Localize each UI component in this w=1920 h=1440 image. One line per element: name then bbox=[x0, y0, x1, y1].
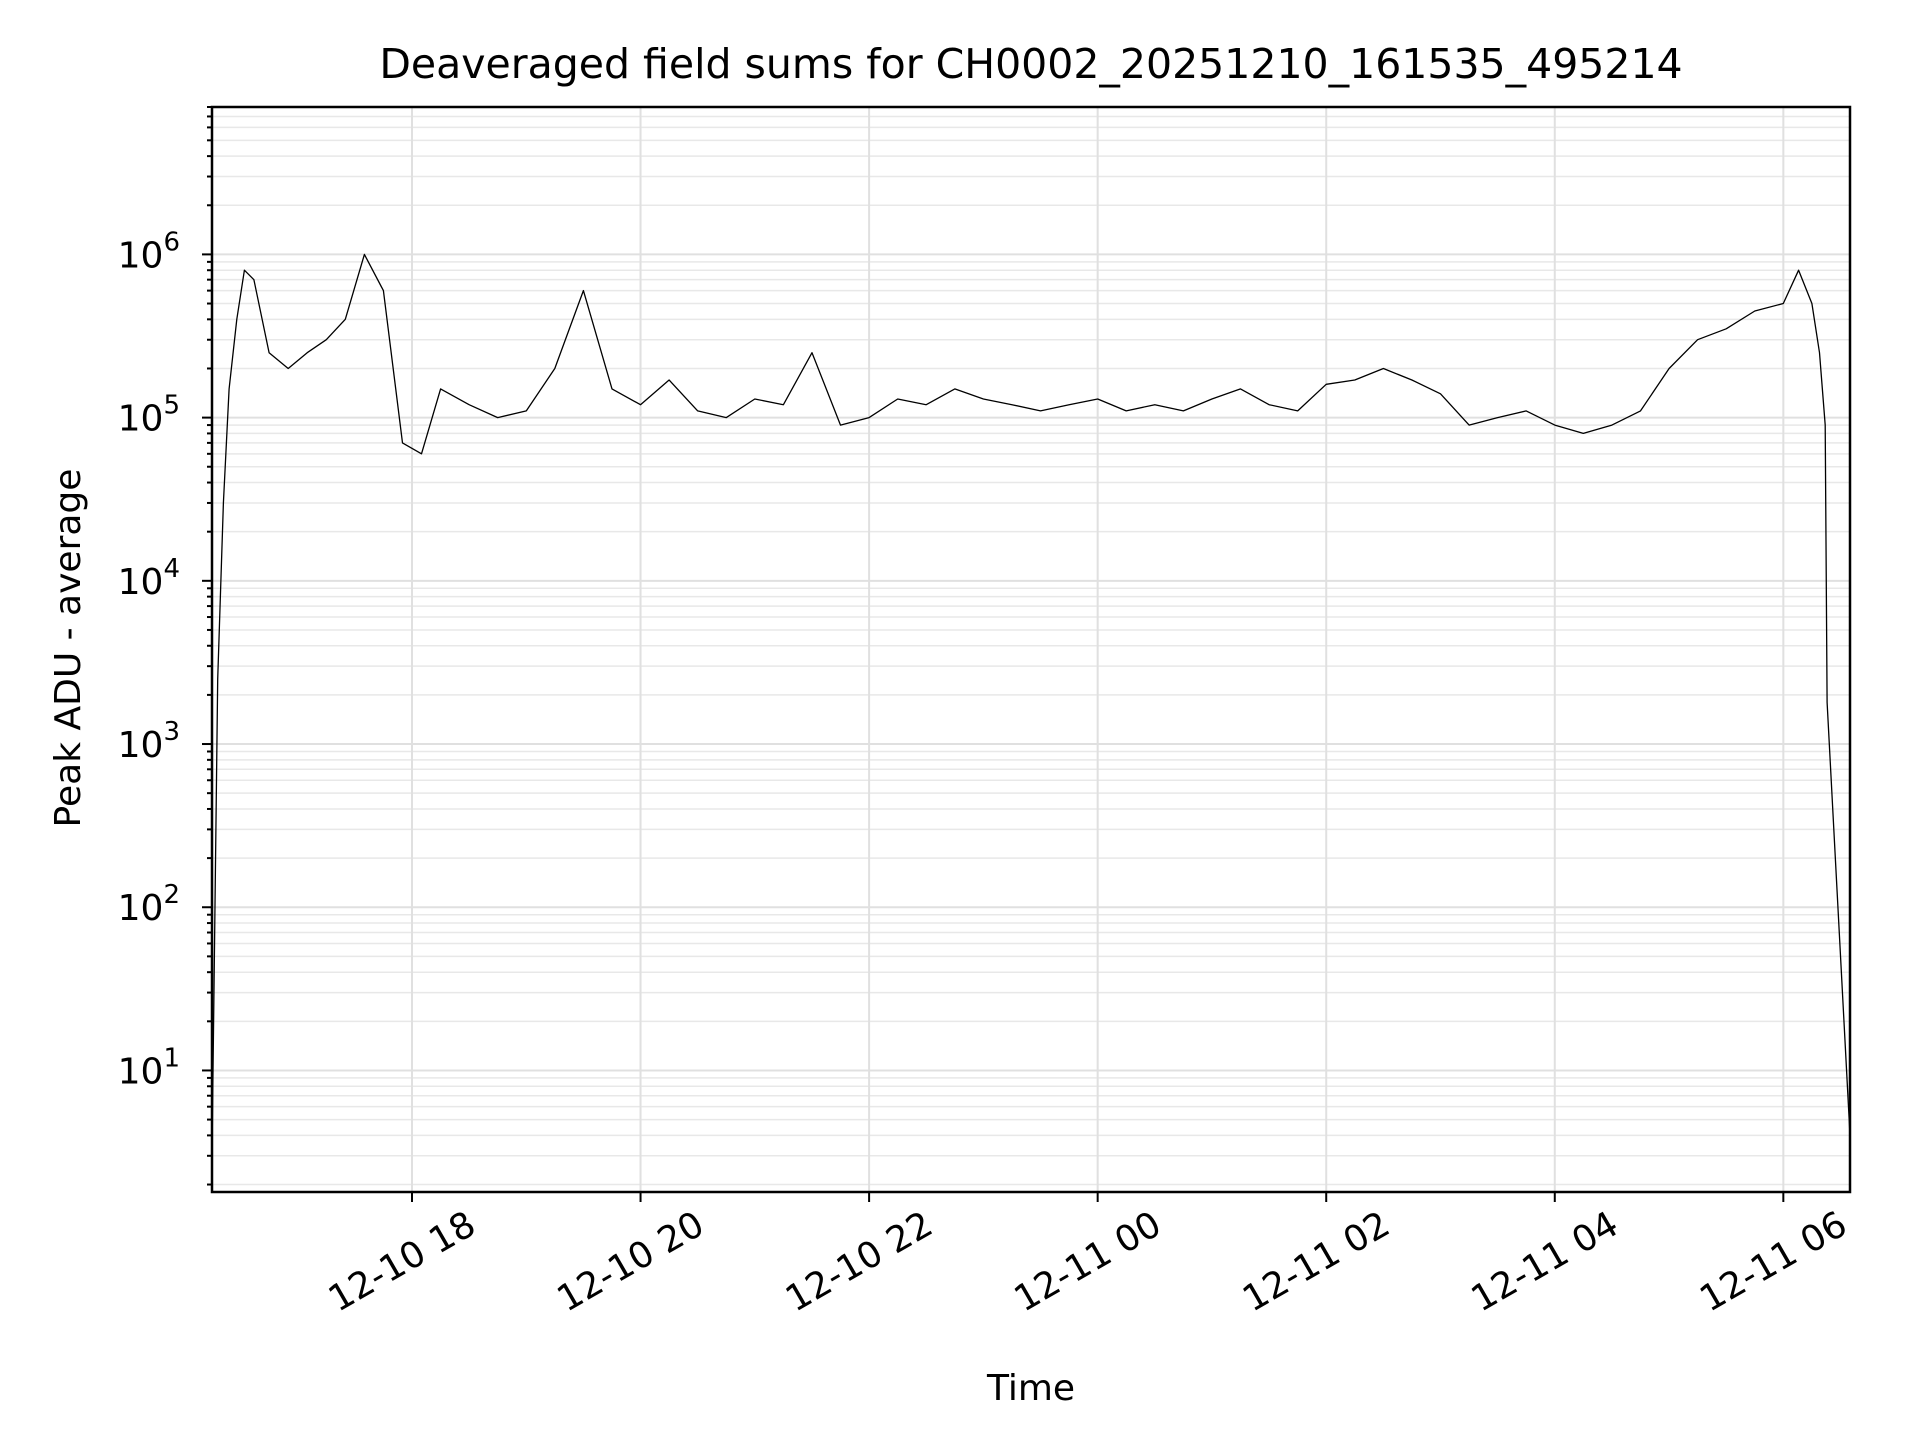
y-tick-label: 102 bbox=[118, 880, 180, 929]
x-tick-label: 12-11 02 bbox=[1236, 1204, 1397, 1320]
x-axis: 12-10 18 12-10 20 12-10 22 12-11 00 12-11 02… bbox=[322, 1192, 1854, 1320]
x-tick-label: 12-11 04 bbox=[1465, 1204, 1626, 1320]
x-tick-label: 12-10 20 bbox=[550, 1204, 711, 1320]
grid bbox=[212, 106, 1850, 1192]
y-tick-label: 104 bbox=[118, 554, 180, 603]
y-tick-label: 101 bbox=[118, 1043, 180, 1092]
y-tick-label: 103 bbox=[118, 717, 180, 766]
plot-frame bbox=[210, 105, 1852, 1194]
x-tick-label: 12-10 22 bbox=[779, 1204, 940, 1320]
y-tick-label: 106 bbox=[118, 227, 180, 276]
x-tick-label: 12-10 18 bbox=[322, 1204, 483, 1320]
y-axis: 101 102 103 104 105 106 bbox=[118, 106, 212, 1186]
series-line bbox=[211, 253, 1851, 1156]
x-tick-label: 12-11 06 bbox=[1693, 1204, 1854, 1320]
series-layer bbox=[211, 253, 1851, 1156]
chart-title: Deaveraged field sums for CH0002_2025121… bbox=[379, 40, 1682, 88]
x-tick-label: 12-11 00 bbox=[1008, 1204, 1169, 1320]
y-axis-label: Peak ADU - average bbox=[48, 469, 89, 828]
y-tick-label: 105 bbox=[118, 391, 180, 440]
x-axis-label: Time bbox=[986, 1368, 1075, 1409]
